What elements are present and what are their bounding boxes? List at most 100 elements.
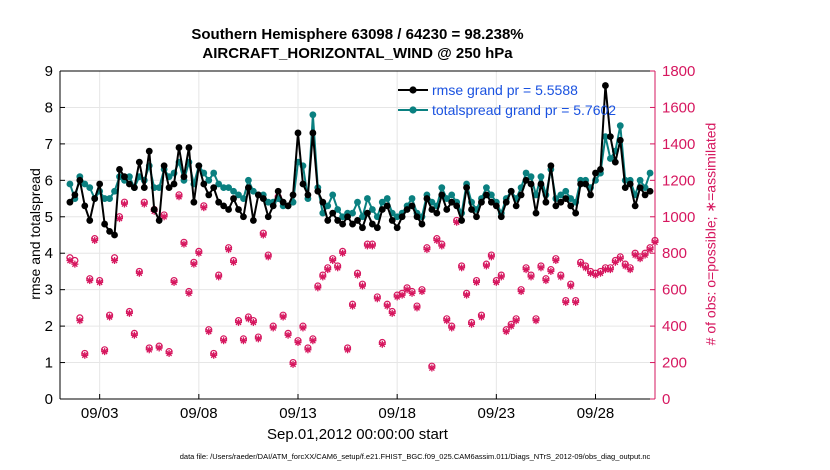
y-tick-label-left: 0 (45, 391, 53, 408)
spread-point (522, 169, 530, 177)
rmse-point (646, 187, 654, 195)
obs-assimilated-marker (522, 266, 530, 274)
rmse-point (245, 184, 252, 192)
spread-point (155, 184, 163, 192)
obs-assimilated-marker (116, 215, 123, 223)
obs-assimilated-marker (96, 278, 104, 286)
chart-subtitle: AIRCRAFT_HORIZONTAL_WIND @ 250 hPa (202, 45, 513, 62)
obs-assimilated-marker (611, 258, 619, 266)
rmse-point (160, 162, 168, 170)
obs-assimilated-marker (408, 289, 416, 297)
spread-point (240, 195, 247, 202)
legend-spread-marker (409, 106, 417, 114)
obs-assimilated-marker (388, 309, 396, 317)
obs-assimilated-marker (120, 200, 128, 208)
obs-assimilated-marker (448, 324, 456, 332)
spread-point (359, 213, 366, 221)
obs-assimilated-marker (284, 331, 292, 339)
spread-point (264, 198, 272, 206)
obs-assimilated-marker (101, 348, 109, 356)
rmse-point (364, 209, 371, 217)
x-tick-label: 09/23 (478, 405, 516, 422)
rmse-point (517, 191, 525, 199)
rmse-point (408, 202, 416, 210)
obs-assimilated-marker (373, 295, 381, 303)
rmse-point (359, 224, 366, 232)
spread-point (557, 191, 565, 199)
legend: rmse grand pr = 5.5588 totalspread grand… (398, 82, 616, 118)
rmse-point (126, 180, 133, 188)
rmse-point (106, 227, 113, 235)
obs-assimilated-marker (582, 264, 590, 272)
rmse-point (339, 220, 347, 228)
obs-assimilated-marker (487, 253, 495, 261)
rmse-point (220, 202, 228, 210)
spread-point (448, 191, 456, 199)
rmse-point (602, 82, 609, 89)
spread-point (616, 122, 624, 130)
spread-point (378, 198, 386, 206)
obs-assimilated-marker (433, 236, 441, 244)
rmse-point (76, 176, 84, 184)
obs-assimilated-marker (175, 193, 183, 201)
rmse-point (492, 202, 500, 210)
spread-point (309, 111, 317, 119)
rmse-point (626, 180, 634, 188)
rmse-point (180, 173, 188, 181)
spread-point (210, 169, 218, 177)
rmse-point (507, 187, 515, 195)
obs-assimilated-marker (225, 246, 233, 254)
rmse-point (145, 147, 153, 155)
y-tick-label-left: 2 (45, 318, 53, 335)
spread-point (443, 195, 451, 202)
obs-assimilated-marker (309, 337, 317, 345)
obs-assimilated-marker (106, 313, 114, 321)
rmse-point (185, 144, 193, 151)
obs-assimilated-marker (468, 320, 476, 328)
rmse-point (259, 195, 267, 202)
rmse-point (587, 191, 594, 199)
rmse-point (641, 191, 649, 199)
obs-assimilated-marker (358, 282, 366, 290)
obs-assimilated-marker (76, 317, 84, 325)
spread-point (334, 206, 342, 213)
spread-point (537, 173, 545, 181)
rmse-point (557, 198, 565, 206)
obs-assimilated-marker (636, 255, 644, 263)
rmse-point (532, 209, 540, 217)
obs-assimilated-marker (339, 249, 347, 257)
obs-assimilated-marker (160, 213, 168, 221)
obs-assimilated-marker (235, 318, 242, 326)
rmse-point (428, 206, 436, 213)
rmse-point (205, 191, 213, 199)
rmse-point (463, 184, 470, 192)
rmse-point (274, 187, 282, 195)
obs-assimilated-marker (507, 322, 515, 330)
obs-assimilated-marker (378, 340, 386, 348)
spread-point (532, 191, 540, 199)
y-tick-label-left: 5 (45, 209, 53, 226)
y-tick-label-left: 6 (45, 172, 53, 189)
rmse-line (69, 85, 651, 237)
obs-assimilated-marker (527, 273, 535, 281)
rmse-point (403, 206, 411, 213)
obs-assimilated-marker (304, 346, 312, 354)
obs-assimilated-marker (111, 257, 119, 265)
obs-assimilated-marker (477, 313, 485, 321)
obs-assimilated-marker (299, 324, 307, 332)
rmse-point (299, 180, 307, 188)
obs-assimilated-marker (497, 273, 505, 281)
legend-rmse-marker (409, 86, 417, 94)
obs-assimilated-marker (334, 264, 342, 272)
obs-assimilated-marker (616, 255, 624, 263)
obs-assimilated-marker (165, 349, 173, 357)
obs-assimilated-marker (606, 266, 614, 274)
rmse-point (101, 220, 109, 228)
obs-assimilated-marker (542, 277, 550, 285)
obs-assimilated-marker (443, 317, 451, 325)
rmse-point (294, 129, 302, 137)
series-lines (66, 82, 654, 239)
obs-assimilated-marker (140, 200, 148, 208)
y-tick-label-left: 3 (45, 282, 53, 299)
